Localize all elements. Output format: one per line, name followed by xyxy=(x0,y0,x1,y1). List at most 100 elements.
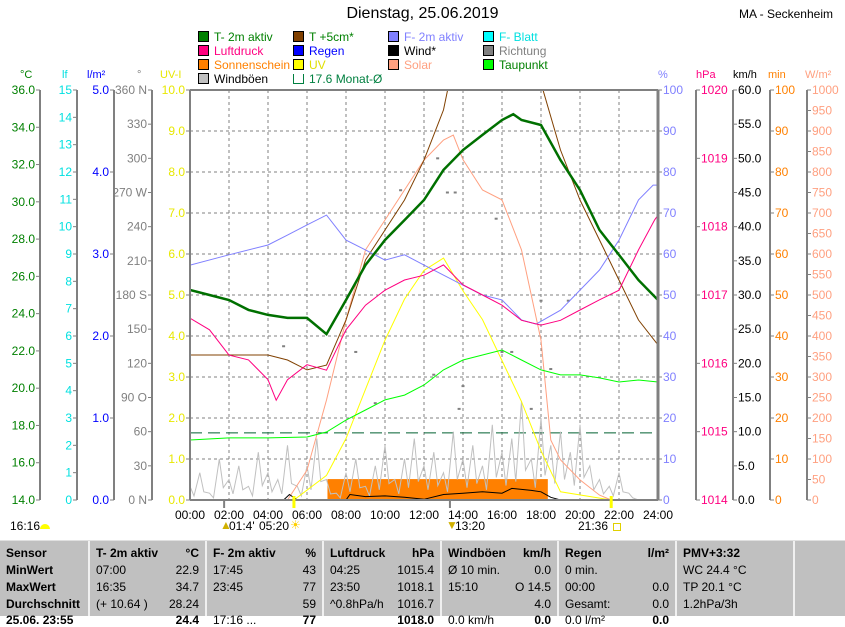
tick-label-solar: 750 xyxy=(812,186,832,200)
legend-swatch xyxy=(198,45,209,56)
tick-label-dir: 150 xyxy=(127,322,147,336)
tick-label-uv: 1.0 xyxy=(168,452,185,466)
tick-label-solar: 600 xyxy=(812,247,832,261)
tick-label-wind: 20.0 xyxy=(738,356,762,370)
x-tick-label: 06:00 xyxy=(292,508,322,522)
table-value: °C xyxy=(185,546,199,560)
tick-label-uv: 10.0 xyxy=(162,83,186,97)
tick-label-sun: 40 xyxy=(775,329,789,343)
table-value: 22.9 xyxy=(175,563,199,577)
tick-label-temp: 30.0 xyxy=(12,195,36,209)
table-label: 0 min. xyxy=(565,563,598,577)
tick-label-solar: 700 xyxy=(812,206,832,220)
axis-unit-press: hPa xyxy=(696,69,716,81)
richtung-point xyxy=(445,191,449,194)
tick-label-sun: 100 xyxy=(775,83,795,97)
legend-item: UV xyxy=(293,59,326,72)
tick-label-rain: 3.0 xyxy=(92,247,109,261)
tick-label-press: 1019 xyxy=(701,151,728,165)
tick-label-wind: 45.0 xyxy=(738,186,762,200)
tick-label-wind: 5.0 xyxy=(738,459,755,473)
table-label: Durchschnitt xyxy=(6,597,81,611)
legend-label: Taupunkt xyxy=(499,58,548,72)
tick-label-press: 1017 xyxy=(701,288,728,302)
series-line-taupunkt xyxy=(190,349,658,441)
tick-label-dir: 210 xyxy=(127,254,147,268)
axis-unit-dir: ° xyxy=(137,69,141,81)
x-tick-label: 00:00 xyxy=(175,508,205,522)
tick-label-lf: 8 xyxy=(65,274,72,288)
legend-label: Windböen xyxy=(214,72,269,86)
tick-label-wind: 55.0 xyxy=(738,117,762,131)
tick-label-uv: 9.0 xyxy=(168,124,185,138)
richtung-point xyxy=(432,373,436,376)
table-label: Luftdruck xyxy=(330,546,386,560)
x-tick-label: 08:00 xyxy=(331,508,361,522)
tick-label-press: 1016 xyxy=(701,356,728,370)
legend-swatch xyxy=(388,31,399,42)
table-label: 17:45 xyxy=(213,563,244,577)
legend-label: UV xyxy=(309,58,326,72)
tick-label-uv: 3.0 xyxy=(168,370,185,384)
richtung-point xyxy=(282,345,286,348)
table-column: Regen l/m² 0 min. 00:00 0.0 Gesamt: 0.0 0.0 l/m… xyxy=(557,541,675,627)
table-label: (+ 10.64 ) xyxy=(96,597,148,611)
tick-label-rain: 2.0 xyxy=(92,329,109,343)
tick-label-solar: 300 xyxy=(812,370,832,384)
x-tick-label: 02:00 xyxy=(214,508,244,522)
table-value: O 14.5 xyxy=(514,580,551,594)
sun-icon: ☀ xyxy=(290,518,301,532)
tick-label-uv: 5.0 xyxy=(168,288,185,302)
tick-label-sun: 90 xyxy=(775,124,789,138)
table-value: 0.0 xyxy=(534,613,551,627)
tick-label-temp: 22.0 xyxy=(12,344,36,358)
tick-label-lf: 11 xyxy=(60,192,73,206)
tick-label-solar: 250 xyxy=(812,391,832,405)
tick-label-lf: 1 xyxy=(65,466,72,480)
table-label: 0.0 km/h xyxy=(448,613,495,627)
tick-label-solar: 550 xyxy=(812,268,832,282)
tick-label-wind: 10.0 xyxy=(738,425,762,439)
legend-item: Richtung xyxy=(483,45,546,58)
x-tick-label: 14:00 xyxy=(448,508,478,522)
x-tick-label: 18:00 xyxy=(526,508,556,522)
tick-label-solar: 800 xyxy=(812,165,832,179)
legend-item: Taupunkt xyxy=(483,59,548,72)
tick-label-wind: 40.0 xyxy=(738,220,762,234)
tick-label-temp: 28.0 xyxy=(12,232,36,246)
tick-label-lf: 4 xyxy=(65,384,72,398)
tick-label-temp: 20.0 xyxy=(12,381,36,395)
table-column: PMV+3:32 WC 24.4 °C TP 20.1 °C 1.2hPa/3h xyxy=(675,541,793,616)
table-value: 0.0 xyxy=(534,563,551,577)
tick-label-dir: 330 xyxy=(127,117,147,131)
table-label: 00:00 xyxy=(565,580,596,594)
tick-label-uv: 4.0 xyxy=(168,329,185,343)
axis-unit-sun: min xyxy=(768,69,786,81)
tick-label-press: 1018 xyxy=(701,220,728,234)
table-value: 4.0 xyxy=(534,597,551,611)
axis-unit-temp: °C xyxy=(20,69,32,81)
x-tick-label: 10:00 xyxy=(370,508,400,522)
legend-label: 17.6 Monat-Ø xyxy=(309,72,383,86)
table-value: 1016.7 xyxy=(397,597,434,611)
tick-label-sun: 70 xyxy=(775,206,789,220)
table-label: F- 2m aktiv xyxy=(213,546,276,560)
legend-swatch xyxy=(483,31,494,42)
legend-swatch xyxy=(293,45,304,56)
table-value: 59 xyxy=(302,597,316,611)
table-column xyxy=(793,541,845,616)
tick-label-rain: 5.0 xyxy=(92,83,109,97)
legend-label: T +5cm* xyxy=(309,30,354,44)
tick-label-dir: 90 O xyxy=(121,391,147,405)
tick-label-solar: 650 xyxy=(812,227,832,241)
tick-label-dir: 180 S xyxy=(116,288,147,302)
tick-label-temp: 36.0 xyxy=(12,83,36,97)
weather-chart: °C14.016.018.020.022.024.026.028.030.032… xyxy=(12,69,839,522)
legend-swatch xyxy=(293,74,304,84)
tick-label-sun: 60 xyxy=(775,247,789,261)
tick-label-rain: 0.0 xyxy=(92,493,109,507)
tick-label-temp: 32.0 xyxy=(12,158,36,172)
legend-item: Wind* xyxy=(388,45,436,58)
x-tick-label: 16:00 xyxy=(487,508,517,522)
richtung-point xyxy=(539,299,543,302)
